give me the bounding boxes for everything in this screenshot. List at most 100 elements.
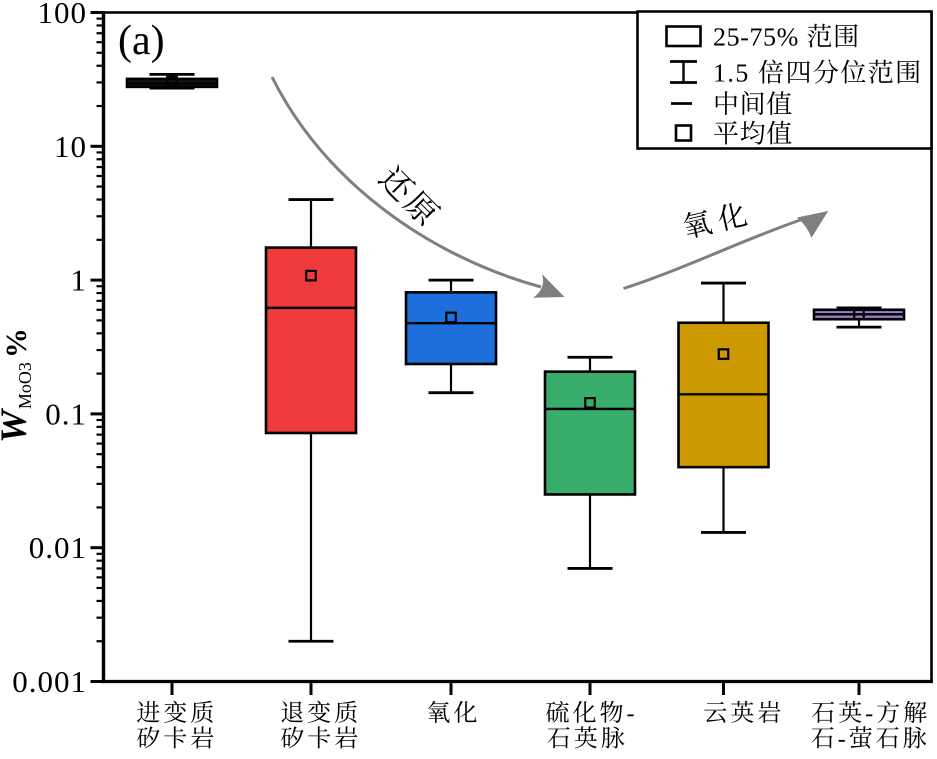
legend-label-whisker-range: 1.5 倍四分位范围 [713,59,920,88]
legend-label-box-range: 25-75% 范围 [714,23,858,48]
glyph-脉 [601,726,625,749]
iqr-box [543,370,637,496]
glyph-方 [877,700,900,723]
boxplot-5 [677,281,770,534]
glyph-围 [835,24,858,48]
y-tick-label: 0.01 [29,530,87,565]
x-tick-label-line1: 云英岩 [704,700,781,724]
glyph-位 [840,59,866,84]
glyph-氧 [427,700,450,723]
glyph-脉 [903,726,927,749]
x-tick-label-line1: 石英-方解 [811,700,927,727]
y-axis-title-text: WMoO3% [0,328,35,443]
glyph-英 [839,700,862,723]
y-tick-label: 100 [38,0,88,30]
glyph-英 [574,726,597,749]
glyph-氧 [683,210,714,238]
glyph-岩 [191,726,214,749]
glyph-还 [377,163,416,203]
x-tick-label-line1: 硫化物- [546,700,634,727]
x-tick-label-line2-text: 石英脉 [547,726,619,753]
glyph-. [729,78,733,82]
glyph-质 [191,700,213,723]
legend-label-median-text: 中间值 [713,90,791,119]
glyph-矽 [281,726,304,749]
mean-marker [853,308,865,321]
glyph-- [741,38,748,41]
glyph-变 [307,700,331,723]
glyph-间 [742,91,764,116]
glyph-英 [731,700,754,723]
glyph-矽 [137,726,160,749]
x-tick-label-line1-text: 进变质 [136,700,208,727]
legend-label-mean: 平均值 [714,120,792,145]
glyph-中 [715,91,738,116]
glyph-卡 [308,726,331,749]
glyph-萤 [849,726,872,749]
legend-box-symbol [665,25,702,48]
legend-item-whisker-range: 1.5 倍四分位范围 [670,59,920,88]
x-tick-label-line2: 矽卡岩 [281,726,358,749]
glyph-范 [868,59,893,84]
y-axis-title: WMoO3% [0,328,35,443]
glyph-围 [897,60,920,84]
glyph-倍 [758,59,784,84]
glyph-卡 [164,726,187,749]
glyph-范 [807,23,832,48]
glyph-5 [764,28,776,46]
annotations: 还原氧化 [270,76,829,298]
x-tick-label-line2-text: 石-萤石脉 [811,726,915,753]
oxidation-arrow-label-rotated: 氧化 [683,203,748,238]
glyph-1 [715,64,725,82]
box-series [125,72,906,643]
glyph-四 [788,60,810,84]
boxplot-6 [812,306,906,329]
boxplot-3 [404,278,498,395]
glyph-岩 [758,700,781,724]
glyph-硫 [546,700,569,723]
x-tick-label-line1-text: 石英-方解 [811,700,915,727]
glyph-- [866,714,873,717]
glyph-石 [811,727,834,749]
glyph-分 [813,59,839,84]
iqr-box [404,291,498,366]
glyph-值 [766,91,792,115]
x-tick-label-line1-text: 氧化 [426,700,474,727]
x-tick-label-line1: 进变质 [136,700,213,727]
reduction-arrow: 还原 [270,76,565,298]
legend-item-mean: 平均值 [674,120,792,145]
legend-label-median: 中间值 [713,90,792,119]
glyph-化 [453,700,477,723]
glyph-7 [751,28,762,46]
legend-label-whisker-range-text: 1.5 倍四分位范围 [713,59,908,88]
reduction-arrow-label: 还原 [377,163,441,227]
glyph-均 [740,120,765,145]
glyph-解 [904,700,927,723]
y-tick-label: 0.001 [12,664,87,699]
glyph-% [777,28,798,46]
x-tick-label-line1-text: 硫化物- [546,700,626,727]
glyph-化 [573,700,596,723]
boxplot-1 [125,72,219,90]
x-tick-label-line2-text: 矽卡岩 [136,726,208,753]
y-tick-label: 0.1 [45,396,87,431]
legend-item-median: 中间值 [671,90,792,119]
y-title-unit: % [0,328,33,358]
reduction-arrow-head [533,274,565,298]
glyph-- [627,714,634,717]
glyph-5 [728,28,739,46]
glyph-化 [719,203,748,231]
glyph-退 [281,701,304,723]
mean-marker [305,269,317,282]
glyph-岩 [335,726,358,749]
glyph-值 [766,120,792,145]
oxidation-arrow: 氧化 [623,203,829,290]
glyph-平 [714,121,738,145]
mean-marker [166,75,178,88]
glyph-- [838,739,845,742]
iqr-box [264,246,358,435]
oxidation-arrow-curve [623,216,807,290]
